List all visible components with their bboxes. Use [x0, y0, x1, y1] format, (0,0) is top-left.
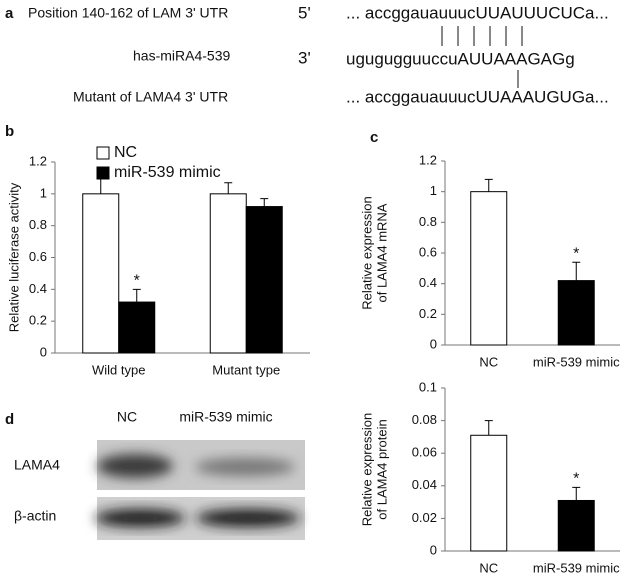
- error-bar: [484, 420, 493, 436]
- bar: [209, 193, 247, 354]
- y-tick-label: 0.02: [412, 510, 437, 525]
- bar: [557, 499, 595, 552]
- significance: *: [134, 273, 140, 290]
- x-tick-label: Mutant type: [212, 362, 280, 377]
- y-axis-label: Relative expression: [359, 196, 374, 309]
- error-bar: [224, 182, 233, 194]
- y-tick-label: 0.8: [419, 214, 437, 229]
- x-tick-label: miR-539 mimic: [533, 354, 620, 369]
- y-tick-label: 0.06: [412, 445, 437, 460]
- blot: [95, 440, 305, 540]
- error-bar: [572, 261, 581, 281]
- y-tick-label: 0.04: [412, 477, 437, 492]
- y-axis-label: Relative luciferase activity: [6, 182, 21, 332]
- panel-label: b: [5, 123, 14, 140]
- sequence-label: Mutant of LAMA4 3' UTR: [73, 89, 228, 105]
- significance: *: [573, 471, 579, 488]
- blot-row: β-actin: [14, 508, 56, 524]
- sequence: ... accggauauuucUUAAAUGUGa...: [346, 87, 609, 106]
- error-bar: [260, 198, 269, 207]
- y-tick-label: 0.4: [419, 275, 437, 290]
- y-tick-label: 0.1: [419, 379, 437, 394]
- significance: *: [573, 245, 579, 262]
- y-tick-label: 1.2: [419, 152, 437, 167]
- error-bar: [572, 486, 581, 501]
- legend-swatch: [96, 166, 110, 180]
- y-tick-label: 0.8: [29, 217, 47, 232]
- error-bar: [484, 178, 493, 192]
- bar: [557, 280, 595, 346]
- y-tick-label: 0.2: [29, 313, 47, 328]
- sequence-label: Position 140-162 of LAM 3' UTR: [28, 5, 228, 21]
- legend-label: NC: [114, 144, 137, 161]
- y-tick-label: 0: [430, 542, 437, 557]
- bar: [470, 434, 508, 552]
- y-axis-label: Relative expression: [359, 413, 374, 526]
- sequence: ugugugguuccuAUUAAAGAGg: [346, 49, 575, 68]
- y-tick-label: 0.6: [419, 244, 437, 259]
- sequence-end: 5': [298, 3, 311, 22]
- sequence-label: has-miRA4-539: [133, 48, 230, 64]
- y-tick-label: 1: [430, 183, 437, 198]
- y-tick-label: 0.4: [29, 281, 47, 296]
- x-tick-label: NC: [479, 354, 498, 369]
- panel-label: d: [5, 411, 14, 428]
- y-tick-label: 0.08: [412, 412, 437, 427]
- y-axis-label: of LAMA4 protein: [374, 419, 389, 519]
- y-tick-label: 0.2: [419, 306, 437, 321]
- y-tick-label: 1.2: [29, 153, 47, 168]
- blot-column: NC: [117, 409, 137, 425]
- y-tick-label: 0: [40, 344, 47, 359]
- y-axis-label: of LAMA4 mRNA: [374, 203, 389, 302]
- legend-swatch: [96, 146, 110, 160]
- blot-row: LAMA4: [14, 457, 60, 473]
- y-tick-label: 1: [40, 185, 47, 200]
- x-tick-label: miR-539 mimic: [533, 560, 620, 575]
- bar: [82, 193, 120, 354]
- blot-column: miR-539 mimic: [179, 409, 272, 425]
- bar: [245, 206, 283, 354]
- sequence-end: 3': [298, 48, 311, 67]
- y-tick-label: 0: [430, 336, 437, 351]
- panel-label: c: [370, 129, 378, 146]
- sequence: ... accggauauuucUUAUUUCUCa...: [346, 3, 609, 22]
- bar: [118, 301, 156, 354]
- error-bar: [132, 288, 141, 303]
- y-tick-label: 0.6: [29, 249, 47, 264]
- base-pair-lines: [441, 26, 523, 88]
- legend-label: miR-539 mimic: [114, 164, 221, 181]
- panel-label: a: [5, 5, 14, 22]
- x-tick-label: Wild type: [92, 362, 145, 377]
- bar: [470, 191, 508, 346]
- x-tick-label: NC: [479, 560, 498, 575]
